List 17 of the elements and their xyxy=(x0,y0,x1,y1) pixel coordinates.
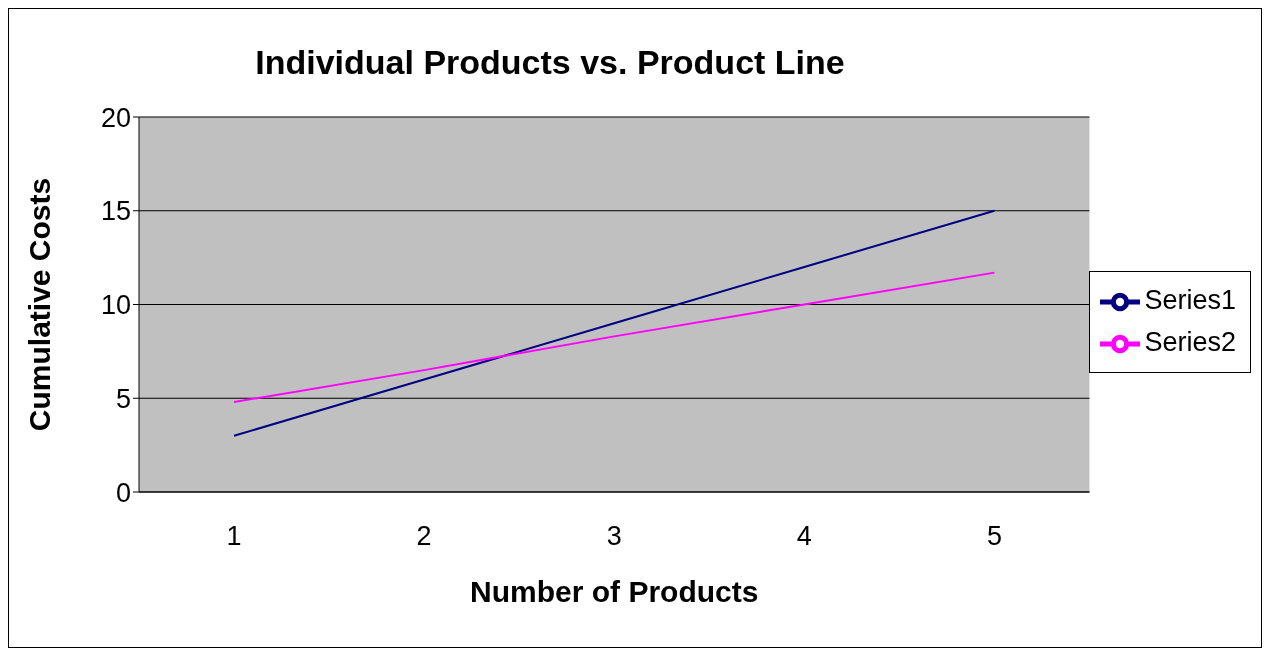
x-tick-label: 1 xyxy=(226,521,242,552)
line-series xyxy=(233,209,996,437)
y-tick-label: 20 xyxy=(100,102,131,133)
x-tick-label: 3 xyxy=(606,521,622,552)
y-tick-label: 15 xyxy=(100,196,131,227)
y-tick-label: 0 xyxy=(115,477,131,508)
x-tick-label: 5 xyxy=(986,521,1002,552)
x-tick-label: 2 xyxy=(416,521,432,552)
y-tick-label: 5 xyxy=(115,383,131,414)
y-axis-title: Cumulative Costs xyxy=(22,177,56,432)
line-series xyxy=(233,271,996,403)
chart-title: Individual Products vs. Product Line xyxy=(254,43,846,82)
legend-label: Series1 xyxy=(1144,285,1236,316)
x-tick-label: 4 xyxy=(796,521,812,552)
y-tick-label: 10 xyxy=(100,290,131,321)
x-axis-title: Number of Products xyxy=(470,575,759,608)
legend-label: Series2 xyxy=(1144,327,1236,357)
